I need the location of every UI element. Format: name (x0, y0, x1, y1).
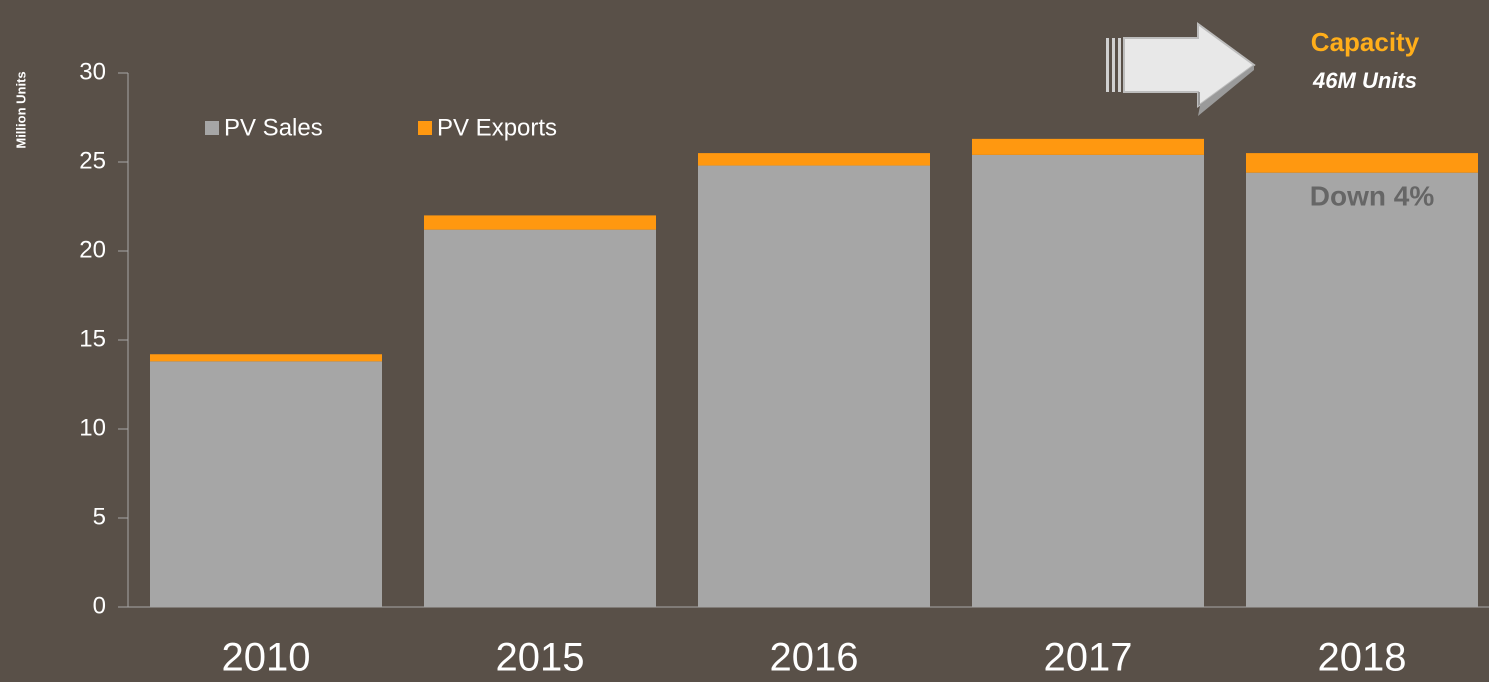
y-tick-label: 10 (79, 414, 106, 441)
y-tick-label: 25 (79, 147, 106, 174)
y-tick-label: 15 (79, 325, 106, 352)
bar-segment (424, 229, 656, 607)
bar-segment (150, 354, 382, 362)
bar-segment (972, 154, 1204, 607)
legend-marker (205, 121, 219, 135)
x-tick-label: 2015 (496, 636, 585, 680)
bar-segment (698, 165, 930, 607)
bar-segment (1246, 172, 1478, 607)
y-tick-label: 0 (93, 592, 106, 619)
legend-label: PV Exports (437, 114, 557, 141)
y-tick-label: 30 (79, 58, 106, 85)
legend-marker (418, 121, 432, 135)
bar-segment (1246, 153, 1478, 173)
y-tick-label: 20 (79, 236, 106, 263)
y-tick-label: 5 (93, 503, 106, 530)
annotation: Capacity (1311, 27, 1420, 57)
arrow (1106, 22, 1256, 116)
bar-segment (972, 138, 1204, 155)
x-tick-label: 2017 (1044, 636, 1133, 680)
x-tick-label: 2016 (770, 636, 859, 680)
bar-segment (698, 153, 930, 166)
y-axis-label: Million Units (13, 71, 28, 148)
bar-segment (424, 215, 656, 230)
annotation: Down 4% (1310, 180, 1435, 211)
legend-label: PV Sales (224, 114, 323, 141)
bar-segment (150, 361, 382, 607)
x-tick-label: 2018 (1318, 636, 1407, 680)
x-tick-label: 2010 (222, 636, 311, 680)
annotation: 46M Units (1312, 68, 1417, 93)
